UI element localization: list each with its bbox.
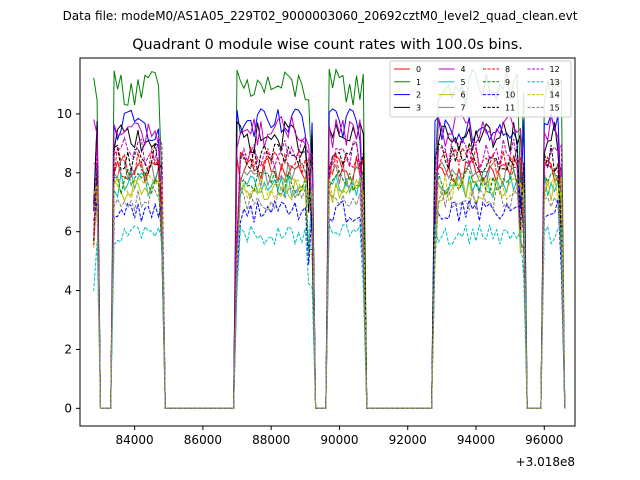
legend-label: 2 <box>416 91 421 100</box>
series-line-15 <box>93 186 566 409</box>
x-tick-label: 86000 <box>184 433 222 447</box>
x-tick-label: 88000 <box>252 433 290 447</box>
legend-label: 10 <box>505 91 515 100</box>
y-tick-label: 4 <box>64 284 72 298</box>
y-tick-label: 6 <box>64 225 72 239</box>
series-layer <box>93 67 566 409</box>
legend-label: 15 <box>550 103 560 112</box>
chart-title: Quadrant 0 module wise count rates with … <box>132 37 523 53</box>
y-tick-label: 2 <box>64 342 72 356</box>
chart-suptitle: Data file: modeM0/AS1A05_229T02_90000030… <box>63 9 578 23</box>
legend-label: 14 <box>550 91 560 100</box>
x-tick-label: 84000 <box>116 433 154 447</box>
legend-label: 0 <box>416 65 421 74</box>
legend-label: 7 <box>461 103 466 112</box>
x-offset-label: +3.018e8 <box>516 455 575 469</box>
x-tick-label: 90000 <box>320 433 358 447</box>
legend-label: 6 <box>461 91 466 100</box>
x-tick-label: 96000 <box>525 433 563 447</box>
legend-label: 8 <box>505 65 510 74</box>
series-line-12 <box>93 135 566 409</box>
legend-label: 9 <box>505 78 510 87</box>
y-tick-label: 0 <box>64 401 72 415</box>
legend-label: 1 <box>416 78 421 87</box>
legend-label: 3 <box>416 103 421 112</box>
x-tick-label: 92000 <box>389 433 427 447</box>
x-tick-label: 94000 <box>457 433 495 447</box>
legend-label: 11 <box>505 103 515 112</box>
legend-frame <box>389 60 572 118</box>
legend-label: 5 <box>461 78 466 87</box>
y-tick-label: 10 <box>57 107 72 121</box>
plot-frame <box>79 57 576 427</box>
axis-layer: 84000 86000 88000 90000 92000 94000 96000 0 2 4 6 8… <box>57 107 564 447</box>
legend-label: 13 <box>550 78 560 87</box>
legend-label: 4 <box>461 65 466 74</box>
legend-label: 12 <box>550 65 560 74</box>
y-tick-label: 8 <box>64 166 72 180</box>
